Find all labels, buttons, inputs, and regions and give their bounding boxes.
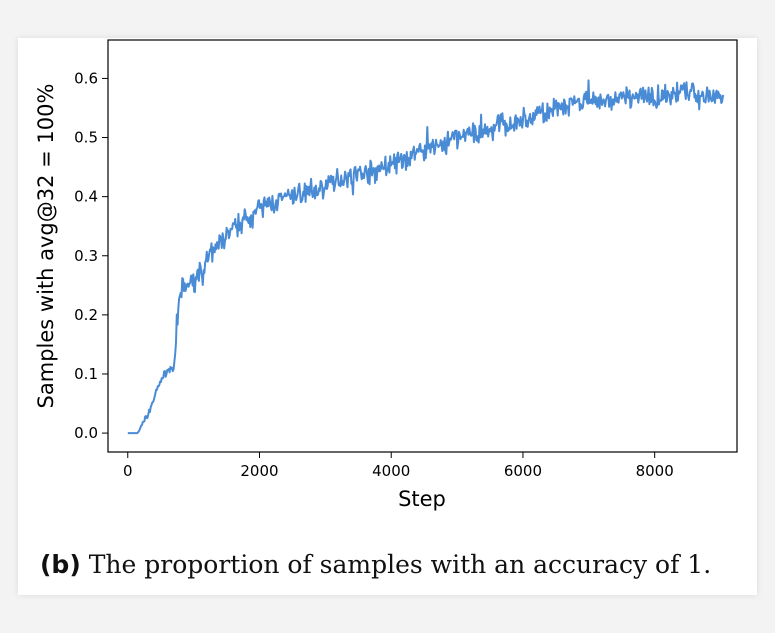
y-tick-label: 0.6 bbox=[74, 69, 98, 87]
figure-card: 0 2000 4000 6000 8000 0.0 0.1 0.2 0.3 0.4 0.5 0.6 … bbox=[18, 38, 757, 595]
x-tick-label: 4000 bbox=[372, 462, 410, 480]
figure-caption: (b) The proportion of samples with an acc… bbox=[40, 550, 711, 579]
x-tick-label: 0 bbox=[123, 462, 133, 480]
y-tick-label: 0.5 bbox=[74, 129, 98, 147]
x-axis-label: Step bbox=[398, 487, 446, 511]
y-tick-label: 0.1 bbox=[74, 365, 98, 383]
caption-tag: (b) bbox=[40, 550, 81, 579]
y-tick-label: 0.3 bbox=[74, 247, 98, 265]
y-axis-ticks: 0.0 0.1 0.2 0.3 0.4 0.5 0.6 bbox=[74, 69, 108, 442]
x-tick-label: 6000 bbox=[504, 462, 542, 480]
x-tick-label: 8000 bbox=[636, 462, 674, 480]
y-axis-label: Samples with avg@32 = 100% bbox=[34, 84, 58, 409]
y-tick-label: 0.2 bbox=[74, 306, 98, 324]
line-chart: 0 2000 4000 6000 8000 0.00.10.20.30.40.50.6 … bbox=[34, 39, 738, 511]
plot-frame bbox=[107, 39, 738, 453]
x-axis-ticks: 0 2000 4000 6000 8000 bbox=[123, 452, 674, 480]
y-tick-label: 0.0 bbox=[74, 424, 98, 442]
series-line bbox=[127, 79, 725, 435]
y-tick-label: 0.4 bbox=[74, 188, 98, 206]
x-tick-label: 2000 bbox=[240, 462, 278, 480]
caption-text: The proportion of samples with an accura… bbox=[88, 550, 712, 579]
